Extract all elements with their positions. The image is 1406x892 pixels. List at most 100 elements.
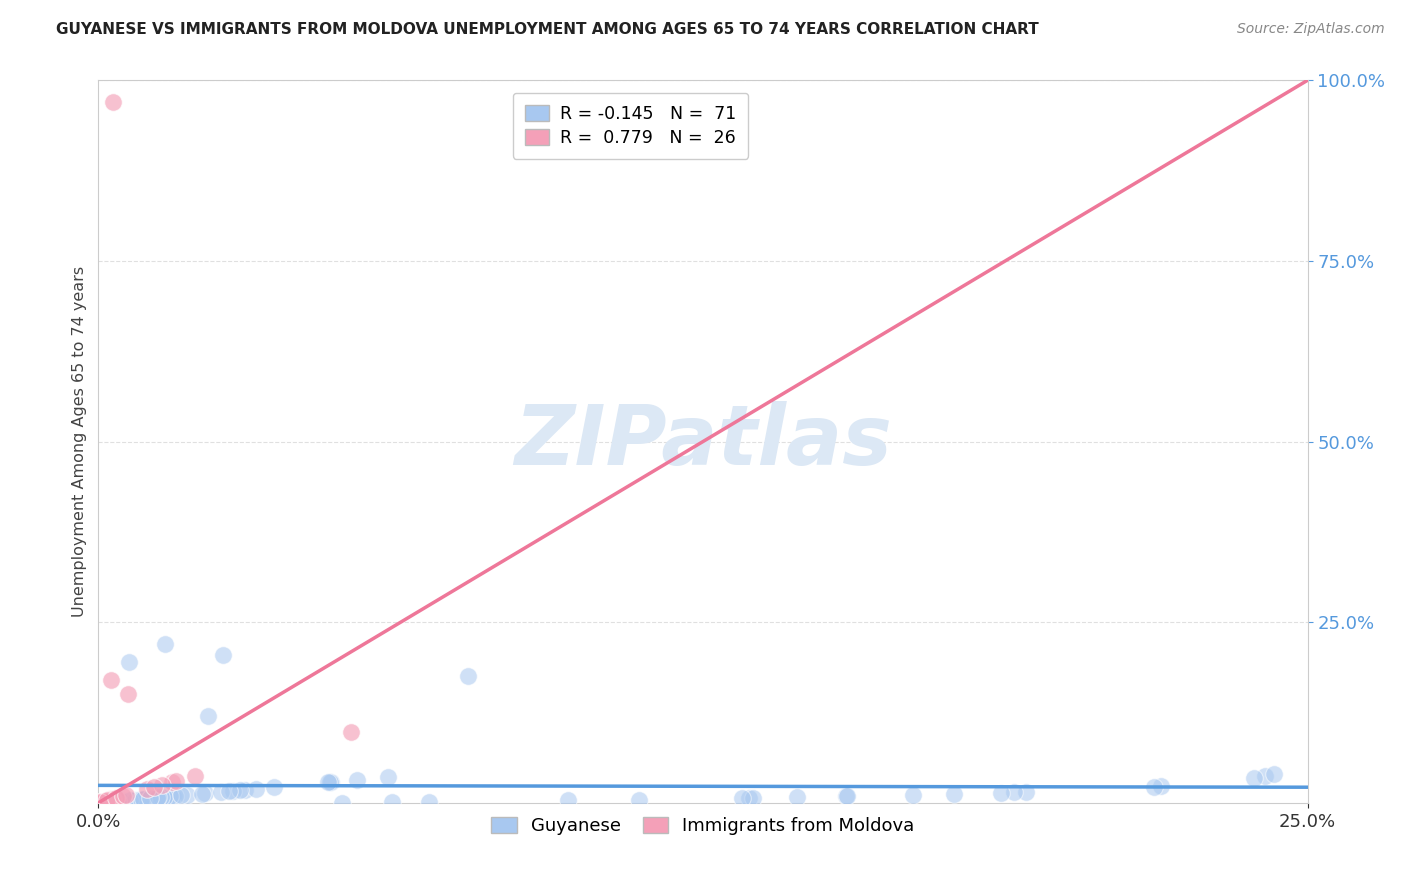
Point [1263,766,1285,780]
Point [112,793,135,807]
Y-axis label: Unemployment Among Ages 65 to 74 years: Unemployment Among Ages 65 to 74 years [72,266,87,617]
Point [139,791,162,805]
Point [738,791,761,805]
Point [263,780,285,794]
Point [101,792,124,806]
Point [990,786,1012,800]
Point [741,791,763,805]
Point [118,793,141,807]
Point [98,792,121,806]
Point [418,795,440,809]
Point [104,791,127,805]
Point [107,794,129,808]
Point [377,770,399,784]
Point [346,772,368,787]
Point [132,792,155,806]
Point [381,795,404,809]
Point [94,794,117,808]
Point [169,789,191,803]
Point [90,795,112,809]
Point [233,782,256,797]
Point [1143,780,1166,794]
Point [146,790,169,805]
Point [155,789,177,804]
Point [101,95,124,109]
Point [129,792,152,806]
Point [1150,780,1173,794]
Point [184,769,207,783]
Point [145,790,167,805]
Point [1002,785,1025,799]
Point [142,780,165,795]
Point [319,775,342,789]
Point [165,789,187,803]
Point [96,793,118,807]
Point [155,637,177,651]
Point [143,790,166,805]
Point [124,792,146,806]
Point [229,783,252,797]
Point [120,793,142,807]
Point [627,792,650,806]
Point [211,648,233,662]
Point [316,775,339,789]
Point [136,782,159,797]
Point [111,794,134,808]
Point [1253,769,1275,783]
Point [90,796,112,810]
Point [162,789,184,803]
Point [94,795,117,809]
Point [132,791,155,805]
Point [100,673,122,687]
Point [221,784,243,798]
Point [176,788,198,802]
Legend: Guyanese, Immigrants from Moldova: Guyanese, Immigrants from Moldova [482,808,924,845]
Point [165,774,187,789]
Point [105,790,128,805]
Point [942,787,965,801]
Point [209,785,232,799]
Point [330,796,353,810]
Point [903,788,925,802]
Point [98,793,121,807]
Point [91,795,114,809]
Point [150,790,173,805]
Point [89,795,111,809]
Point [194,786,217,800]
Point [148,790,170,805]
Point [134,791,156,805]
Point [150,778,173,792]
Point [197,709,219,723]
Text: ZIPatlas: ZIPatlas [515,401,891,482]
Point [115,788,138,802]
Point [110,794,132,808]
Point [118,655,141,669]
Point [101,795,124,809]
Point [835,789,858,804]
Point [1243,771,1265,785]
Point [101,792,124,806]
Point [160,775,183,789]
Point [457,669,479,683]
Point [117,687,139,701]
Point [557,793,579,807]
Point [97,793,120,807]
Point [319,775,342,789]
Text: Source: ZipAtlas.com: Source: ZipAtlas.com [1237,22,1385,37]
Point [730,791,752,805]
Point [112,789,135,803]
Point [94,795,117,809]
Point [191,787,214,801]
Point [837,789,859,804]
Point [786,790,808,805]
Point [245,781,267,796]
Point [89,796,111,810]
Point [94,795,117,809]
Point [94,794,117,808]
Point [145,790,167,805]
Point [131,792,153,806]
Point [159,789,181,804]
Point [218,784,240,798]
Text: GUYANESE VS IMMIGRANTS FROM MOLDOVA UNEMPLOYMENT AMONG AGES 65 TO 74 YEARS CORRE: GUYANESE VS IMMIGRANTS FROM MOLDOVA UNEM… [56,22,1039,37]
Point [152,789,174,804]
